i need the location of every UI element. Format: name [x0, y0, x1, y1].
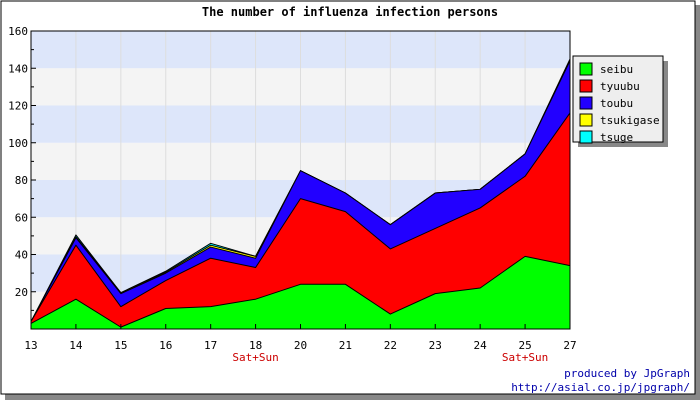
- legend-label-tsuge: tsuge: [600, 131, 633, 144]
- y-tick-label: 100: [8, 137, 28, 150]
- x-tick-label: 14: [69, 339, 83, 352]
- x-tick-label: 23: [429, 339, 442, 352]
- legend-label-seibu: seibu: [600, 63, 633, 76]
- x-tick-label: 27: [563, 339, 576, 352]
- x-tick-label: 15: [114, 339, 127, 352]
- y-tick-label: 80: [15, 174, 28, 187]
- y-tick-label: 140: [8, 62, 28, 75]
- x-tick-label: 25: [518, 339, 531, 352]
- series-area-tyuubu: [30, 112, 571, 330]
- x-tick-label: 24: [474, 339, 488, 352]
- x-tick-label: 17: [204, 339, 217, 352]
- x-tick-label: 20: [294, 339, 307, 352]
- x-tick-label: 16: [159, 339, 172, 352]
- legend-swatch-seibu: [579, 62, 593, 76]
- stacked-areas: [30, 58, 571, 330]
- x-tick-sublabel: Sat+Sun: [502, 351, 548, 364]
- footer-credit: produced by JpGraph: [564, 367, 690, 380]
- x-tick-label: 21: [339, 339, 352, 352]
- legend-label-toubu: toubu: [600, 97, 633, 110]
- x-tick-label: 13: [24, 339, 37, 352]
- y-tick-label: 20: [15, 286, 28, 299]
- series-area-seibu: [30, 255, 571, 330]
- x-tick-label: 22: [384, 339, 397, 352]
- legend-swatch-tsukigase: [579, 113, 593, 127]
- y-tick-label: 60: [15, 211, 28, 224]
- legend-swatch-tsuge: [579, 130, 593, 144]
- y-tick-label: 40: [15, 249, 28, 262]
- legend-label-tyuubu: tyuubu: [600, 80, 640, 93]
- legend: seibu tyuubu toubu tsukigase tsuge: [572, 55, 668, 147]
- y-tick-label: 160: [8, 25, 28, 38]
- y-tick-label: 120: [8, 100, 28, 113]
- footer-link[interactable]: http://asial.co.jp/jpgraph/: [511, 381, 690, 394]
- x-tick-sublabel: Sat+Sun: [232, 351, 278, 364]
- legend-swatch-toubu: [579, 96, 593, 110]
- legend-swatch-tyuubu: [579, 79, 593, 93]
- x-tick-label: 18: [249, 339, 262, 352]
- chart-title: The number of influenza infection person…: [202, 5, 498, 19]
- y-axis: 20 40 60 80 100 120 140 160: [8, 25, 36, 311]
- legend-label-tsukigase: tsukigase: [600, 114, 660, 127]
